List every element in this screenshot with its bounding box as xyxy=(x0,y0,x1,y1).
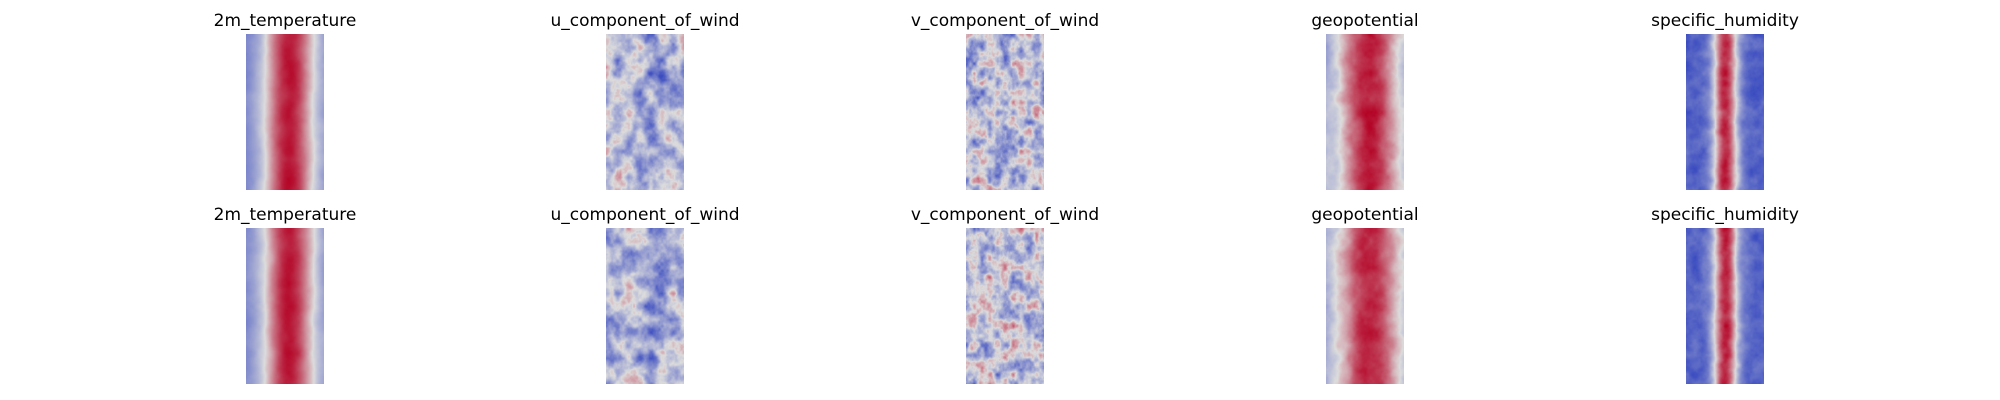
panel-title: specific_humidity xyxy=(1651,11,1799,31)
panel-title: 2m_temperature xyxy=(213,11,357,31)
field-map xyxy=(606,228,684,384)
panel-title: specific_humidity xyxy=(1651,205,1799,225)
panel-title: v_component_of_wind xyxy=(910,11,1100,31)
field-map xyxy=(1686,34,1764,190)
panel-geopotential-row1: geopotential xyxy=(1235,10,1495,200)
field-map xyxy=(1686,228,1764,384)
panel-title: geopotential xyxy=(1311,11,1419,31)
field-map xyxy=(1326,228,1404,384)
field-map xyxy=(246,34,324,190)
panel-title: 2m_temperature xyxy=(213,205,357,225)
field-map xyxy=(966,34,1044,190)
field-map xyxy=(246,228,324,384)
panel-2m-temperature-row2: 2m_temperature xyxy=(155,204,415,394)
field-map xyxy=(966,228,1044,384)
panel-geopotential-row2: geopotential xyxy=(1235,204,1495,394)
panel-title: u_component_of_wind xyxy=(550,205,740,225)
field-map xyxy=(1326,34,1404,190)
panel-2m-temperature-row1: 2m_temperature xyxy=(155,10,415,200)
panel-title: v_component_of_wind xyxy=(910,205,1100,225)
panel-u-component-of-wind-row2: u_component_of_wind xyxy=(515,204,775,394)
panel-title: geopotential xyxy=(1311,205,1419,225)
panel-specific-humidity-row1: specific_humidity xyxy=(1595,10,1855,200)
panel-v-component-of-wind-row2: v_component_of_wind xyxy=(875,204,1135,394)
field-map xyxy=(606,34,684,190)
panel-title: u_component_of_wind xyxy=(550,11,740,31)
panel-v-component-of-wind-row1: v_component_of_wind xyxy=(875,10,1135,200)
panel-specific-humidity-row2: specific_humidity xyxy=(1595,204,1855,394)
panel-u-component-of-wind-row1: u_component_of_wind xyxy=(515,10,775,200)
